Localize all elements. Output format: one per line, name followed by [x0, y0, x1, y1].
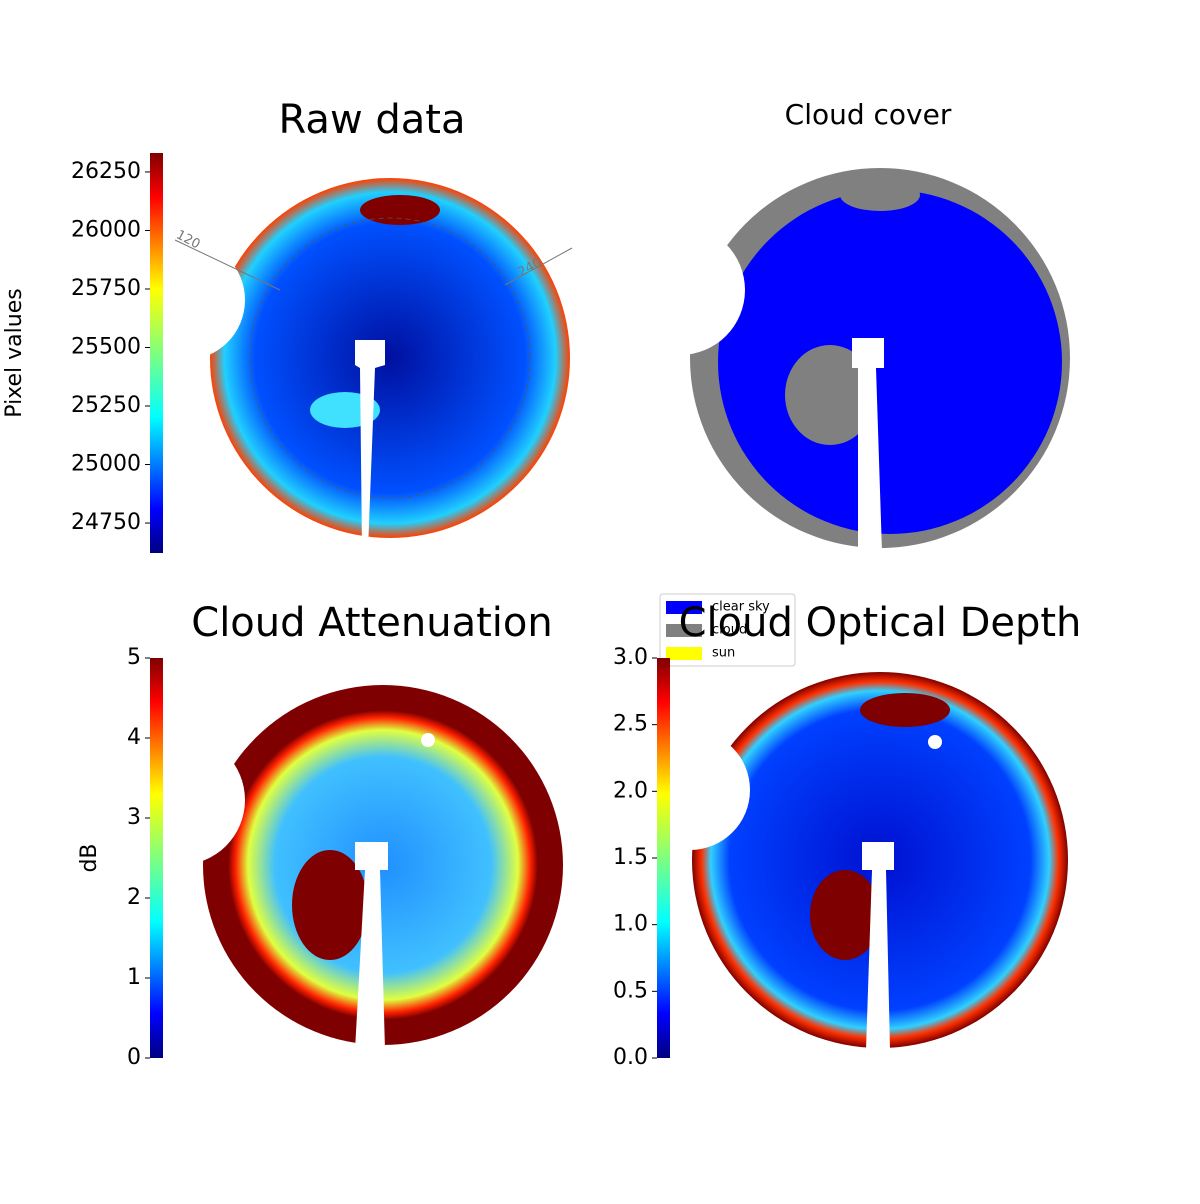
legend-swatch [666, 601, 702, 614]
panel-title: Cloud cover [785, 98, 952, 131]
legend-label: sun [712, 646, 735, 661]
colorbar-tick-label: 2 [127, 885, 141, 910]
colorbar [150, 658, 163, 1058]
colorbar-tick-label: 0 [127, 1045, 141, 1070]
colorbar-tick-label: 25000 [71, 452, 141, 477]
colorbar [657, 658, 670, 1058]
colorbar-tick-label: 5 [127, 645, 141, 670]
colorbar-tick-label: 25750 [71, 276, 141, 301]
colorbar-label: Pixel values [2, 288, 27, 417]
colorbar-tick-label: 26000 [71, 217, 141, 242]
colorbar-tick-label: 26250 [71, 159, 141, 184]
colorbar-tick-label: 0.0 [613, 1045, 648, 1070]
colorbar-tick-label: 25250 [71, 393, 141, 418]
colorbar-tick-label: 25500 [71, 334, 141, 359]
legend-swatch [666, 647, 702, 660]
colorbar-tick-label: 1 [127, 965, 141, 990]
panel-title: Cloud Optical Depth [679, 600, 1082, 646]
legend-label: cloud [712, 623, 747, 638]
optical-depth-image [630, 672, 1068, 1050]
attenuation-image [115, 685, 563, 1050]
colorbar-tick-label: 2.0 [613, 778, 648, 803]
panel-title: Cloud Attenuation [191, 600, 552, 646]
colorbar-tick-label: 4 [127, 725, 141, 750]
colorbar-tick-label: 0.5 [613, 978, 648, 1003]
legend-label: clear sky [712, 600, 770, 615]
panel-title: Raw data [279, 97, 466, 143]
colorbar-tick-label: 1.0 [613, 912, 648, 937]
colorbar [150, 153, 163, 553]
colorbar-tick-label: 3.0 [613, 645, 648, 670]
colorbar-tick-label: 24750 [71, 510, 141, 535]
colorbar-tick-label: 1.5 [613, 845, 648, 870]
legend-swatch [666, 624, 702, 637]
cloud-cover-image [615, 168, 1070, 552]
colorbar-label: dB [77, 843, 102, 872]
colorbar-tick-label: 3 [127, 805, 141, 830]
colorbar-tick-label: 2.5 [613, 712, 648, 737]
